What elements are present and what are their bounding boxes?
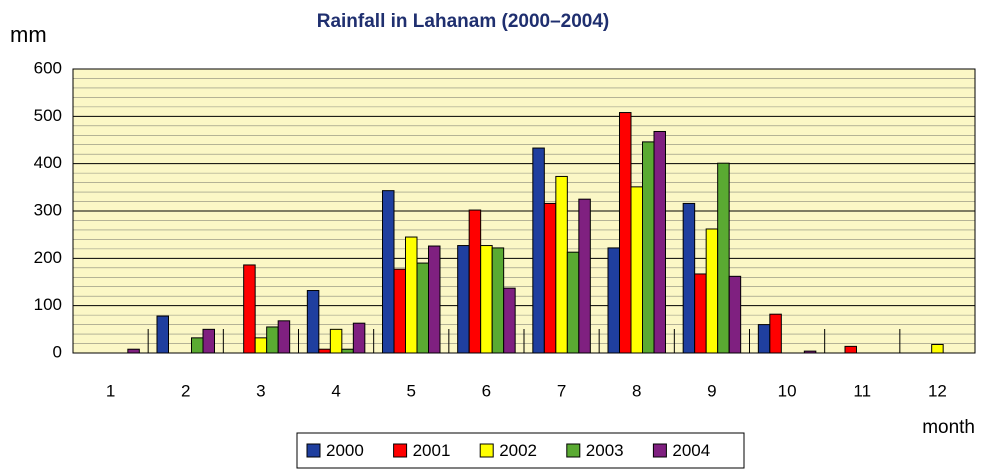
bar xyxy=(480,245,493,354)
x-tick-label: 12 xyxy=(928,381,947,400)
bar xyxy=(393,268,406,354)
x-tick-label: 10 xyxy=(778,381,797,400)
bar xyxy=(127,348,140,354)
y-tick-label: 600 xyxy=(34,58,62,77)
bar xyxy=(202,328,216,354)
bar xyxy=(931,343,944,354)
y-tick-label: 400 xyxy=(34,153,62,172)
bar xyxy=(728,275,742,354)
bar xyxy=(341,348,354,354)
bar xyxy=(306,290,320,354)
y-tick-label: 200 xyxy=(34,248,62,267)
bar xyxy=(404,236,418,354)
bar xyxy=(607,247,620,354)
x-tick-label: 4 xyxy=(331,381,340,400)
bar xyxy=(844,345,857,354)
x-tick-label: 11 xyxy=(853,381,871,400)
chart-title: Rainfall in Lahanam (2000–2004) xyxy=(317,11,610,32)
y-axis-label: mm xyxy=(10,22,47,47)
bar xyxy=(468,209,482,354)
bar xyxy=(457,245,470,354)
bar xyxy=(543,202,557,354)
bar xyxy=(277,320,291,354)
bar xyxy=(491,247,505,354)
legend-label: 2002 xyxy=(499,441,537,460)
bar xyxy=(682,202,696,354)
bar xyxy=(642,141,655,354)
bar xyxy=(191,337,204,354)
legend-label: 2001 xyxy=(413,441,451,460)
bar xyxy=(555,175,568,354)
bar xyxy=(254,337,268,354)
bar xyxy=(428,245,441,354)
legend-swatch xyxy=(566,443,581,458)
legend-label: 2004 xyxy=(672,441,710,460)
x-tick-label: 9 xyxy=(707,381,716,400)
legend-swatch xyxy=(652,443,667,458)
x-tick-label: 8 xyxy=(632,381,641,400)
bar xyxy=(266,326,279,354)
legend-swatch xyxy=(479,443,494,458)
legend-label: 2003 xyxy=(586,441,624,460)
x-tick-label: 6 xyxy=(482,381,491,400)
bar xyxy=(705,228,719,354)
bar xyxy=(381,190,395,354)
legend-box xyxy=(296,432,745,469)
legend-swatch xyxy=(393,443,408,458)
bar xyxy=(352,322,366,354)
bar xyxy=(803,350,817,354)
bar xyxy=(243,264,256,354)
x-tick-label: 2 xyxy=(181,381,190,400)
y-tick-label: 0 xyxy=(53,342,62,361)
x-tick-label: 7 xyxy=(557,381,566,400)
bar xyxy=(566,251,580,354)
bar xyxy=(757,324,771,354)
bar xyxy=(694,273,707,354)
x-axis-label: month xyxy=(922,417,975,438)
bar xyxy=(329,328,343,354)
x-tick-label: 3 xyxy=(256,381,265,400)
bar xyxy=(416,262,430,354)
bar xyxy=(653,130,667,354)
bar xyxy=(318,348,331,354)
y-tick-label: 500 xyxy=(34,106,62,125)
bar xyxy=(156,315,169,354)
bar xyxy=(503,287,516,354)
y-tick-label: 300 xyxy=(34,200,62,219)
x-tick-label: 1 xyxy=(106,381,115,400)
x-tick-label: 5 xyxy=(407,381,416,400)
bar xyxy=(630,186,644,354)
legend-swatch xyxy=(306,443,321,458)
y-tick-label: 100 xyxy=(34,295,62,314)
bar xyxy=(618,112,632,354)
bar xyxy=(717,162,730,354)
legend-label: 2000 xyxy=(326,441,364,460)
bar xyxy=(769,313,782,354)
bar xyxy=(578,198,591,354)
bar xyxy=(532,147,545,354)
